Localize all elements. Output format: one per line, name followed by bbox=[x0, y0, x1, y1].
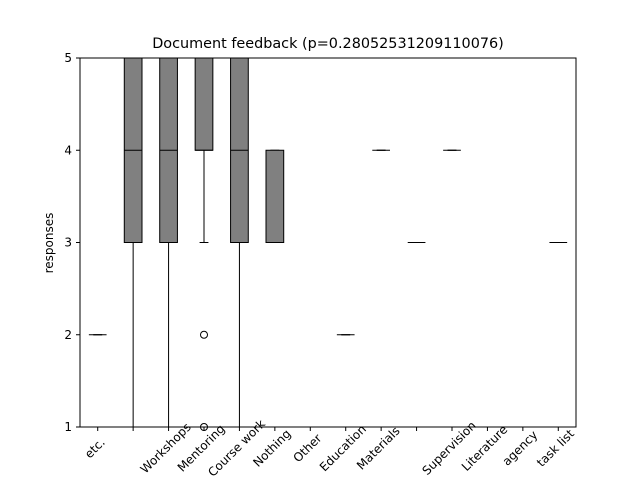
y-tick-label: 4 bbox=[64, 143, 72, 157]
x-tick-label: Other bbox=[290, 431, 324, 465]
y-tick-label: 5 bbox=[64, 51, 72, 65]
y-tick-label: 3 bbox=[64, 236, 72, 250]
flier bbox=[200, 330, 208, 339]
y-tick-label: 1 bbox=[64, 420, 72, 434]
y-axis-label: responses bbox=[42, 213, 56, 274]
x-tick-label: etc. bbox=[82, 435, 108, 461]
y-tick-label: 2 bbox=[64, 328, 72, 342]
box bbox=[194, 57, 214, 151]
chart-title: Document feedback (p=0.28052531209110076… bbox=[152, 36, 504, 52]
box bbox=[265, 149, 285, 243]
plot-frame bbox=[79, 57, 577, 428]
x-tick-label: task list bbox=[534, 427, 577, 470]
